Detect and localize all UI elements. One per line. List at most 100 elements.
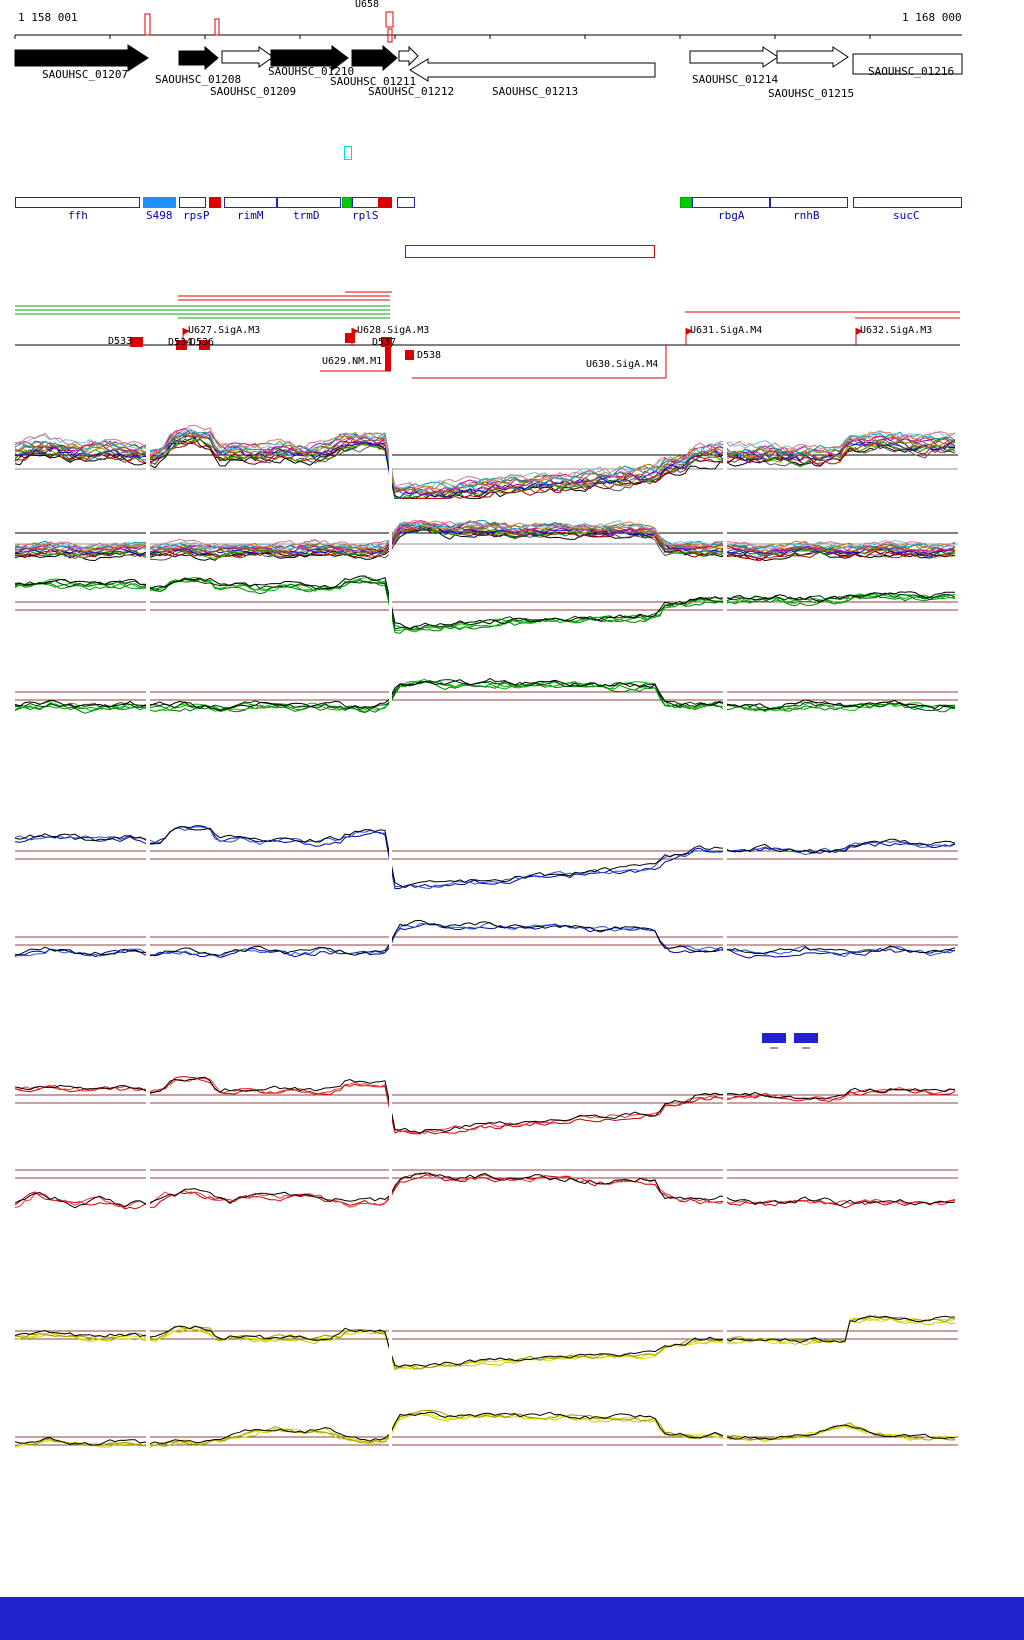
- marker-label-u632: U632.SigA.M3: [860, 325, 933, 336]
- column-gap-1: [146, 512, 150, 576]
- feature-marker-box-7[interactable]: [405, 350, 414, 360]
- gene-arrow-SAOUHSC_01213[interactable]: [409, 58, 656, 82]
- column-gap-3: [723, 1157, 727, 1239]
- gene-box-label-succ: sucC: [893, 209, 920, 222]
- gene-box-rnhB[interactable]: [770, 197, 848, 208]
- track-series-yellow-set-forward: [14, 1315, 956, 1368]
- column-gap-3: [723, 1307, 727, 1383]
- track-series-red-set-forward: [14, 1076, 956, 1134]
- track-series-all-samples-forward: [14, 431, 956, 496]
- track-series-red-set-reverse: [14, 1172, 956, 1209]
- marker-label-u629: U629.NM.M1: [322, 356, 383, 367]
- gene-box-rbgA[interactable]: [692, 197, 770, 208]
- gene-box-rpsP[interactable]: [179, 197, 206, 208]
- gene-box-label-ffh: ffh: [68, 209, 88, 222]
- marker-label-u630: U630.SigA.M4: [586, 359, 659, 370]
- track-series-red-set-forward: [14, 1077, 956, 1134]
- ruler-red-mark-1: [144, 13, 151, 36]
- gene-label-saouhsc-01216: SAOUHSC_01216: [868, 65, 955, 78]
- marker-label-u631: U631.SigA.M4: [690, 325, 763, 336]
- ruler-red-mark-4: [387, 28, 393, 43]
- feature-flag-2[interactable]: [352, 328, 359, 335]
- cursor-marker[interactable]: [344, 146, 352, 160]
- ruler-end-coordinate: 1 168 000: [902, 11, 962, 24]
- track-series-yellow-set-forward: [14, 1317, 956, 1371]
- bottom-blue-bar[interactable]: [0, 1597, 1024, 1640]
- gene-arrow-SAOUHSC_01212[interactable]: [398, 45, 419, 67]
- column-gap-2: [389, 512, 392, 576]
- feature-flag-3[interactable]: [686, 328, 693, 335]
- gene-box-red-feature-2[interactable]: [378, 197, 392, 208]
- feature-marker-box-1[interactable]: [130, 337, 143, 347]
- gene-label-saouhsc-01208: SAOUHSC_01208: [155, 73, 242, 86]
- gene-box-orf-small[interactable]: [397, 197, 415, 208]
- gene-label-saouhsc-01215: SAOUHSC_01215: [768, 87, 855, 100]
- track-series-blue-set-reverse: [14, 921, 956, 959]
- track-series-blue-set-reverse: [14, 919, 956, 957]
- column-gap-2: [389, 567, 392, 646]
- gene-box-green-feature-2[interactable]: [680, 197, 692, 208]
- gene-label-saouhsc-01207: SAOUHSC_01207: [42, 68, 129, 81]
- column-gap-1: [146, 1392, 150, 1468]
- feature-flag-1[interactable]: [183, 328, 190, 335]
- ruler-start-coordinate: 1 158 001: [18, 11, 78, 24]
- track-series-all-samples-forward: [14, 424, 956, 490]
- gene-box-rimM-trmD[interactable]: [224, 197, 341, 208]
- track-series-blue-set-forward: [14, 826, 956, 889]
- track-series-green-set-forward: [14, 575, 955, 630]
- marker-label-u628: U628.SigA.M3: [357, 325, 430, 336]
- column-gap-3: [723, 567, 727, 646]
- feature-flag-4[interactable]: [856, 328, 863, 335]
- highlight-region-box[interactable]: [405, 245, 655, 258]
- gene-arrow-SAOUHSC_01214[interactable]: [689, 46, 779, 68]
- marker-label-u627: U627.SigA.M3: [188, 325, 261, 336]
- feature-marker-box-2[interactable]: [176, 340, 187, 350]
- blue-feature-tick-2: [802, 1047, 810, 1049]
- track-series-all-samples-reverse: [14, 526, 956, 560]
- column-gap-1: [146, 417, 150, 503]
- gene-box-sucC[interactable]: [853, 197, 962, 208]
- blue-feature-box-2[interactable]: [794, 1033, 818, 1043]
- column-gap-1: [146, 567, 150, 646]
- gene-arrow-SAOUHSC_01208[interactable]: [178, 45, 219, 71]
- track-series-all-samples-reverse: [14, 520, 956, 551]
- gene-box-label-rnhb: rnhB: [793, 209, 820, 222]
- gene-box-ffh[interactable]: [15, 197, 140, 208]
- gene-label-saouhsc-01209: SAOUHSC_01209: [210, 85, 297, 98]
- gene-arrow-SAOUHSC_01216[interactable]: [852, 53, 963, 75]
- marker-label-d538: D538: [417, 350, 442, 361]
- gene-box-green-feature-1[interactable]: [342, 197, 352, 208]
- gene-arrow-SAOUHSC_01211[interactable]: [351, 44, 398, 72]
- column-gap-2: [389, 1307, 392, 1383]
- column-gap-2: [389, 1062, 392, 1144]
- gene-label-saouhsc-01214: SAOUHSC_01214: [692, 73, 779, 86]
- gene-arrow-SAOUHSC_01209[interactable]: [221, 46, 274, 68]
- column-gap-2: [389, 902, 392, 984]
- column-gap-3: [723, 662, 727, 741]
- gene-arrow-SAOUHSC_01210[interactable]: [270, 45, 349, 71]
- gene-arrow-SAOUHSC_01207[interactable]: [14, 44, 149, 72]
- gene-label-saouhsc-01210: SAOUHSC_01210: [268, 65, 355, 78]
- feature-marker-box-3[interactable]: [199, 340, 210, 350]
- track-series-all-samples-reverse: [14, 519, 956, 550]
- gene-box-red-feature-1[interactable]: [209, 197, 221, 208]
- track-series-yellow-set-reverse: [14, 1411, 956, 1446]
- column-gap-2: [389, 812, 392, 898]
- column-gap-1: [146, 902, 150, 984]
- gene-box-rimM-trmD-divider[interactable]: [276, 197, 278, 208]
- feature-marker-box-6[interactable]: [385, 345, 391, 371]
- marker-label-d537: D537: [372, 337, 397, 348]
- blue-feature-box-1[interactable]: [762, 1033, 786, 1043]
- gene-box-label-rpsp: rpsP: [183, 209, 210, 222]
- feature-marker-box-5[interactable]: [381, 337, 392, 347]
- track-series-all-samples-forward: [14, 431, 956, 490]
- track-series-yellow-set-forward: [14, 1317, 956, 1370]
- gene-arrow-SAOUHSC_01215[interactable]: [776, 46, 849, 68]
- track-series-red-set-reverse: [14, 1173, 956, 1210]
- feature-marker-box-4[interactable]: [345, 333, 355, 343]
- marker-label-d533: D533: [108, 336, 133, 347]
- gene-box-S498[interactable]: [143, 197, 176, 208]
- column-gap-3: [723, 902, 727, 984]
